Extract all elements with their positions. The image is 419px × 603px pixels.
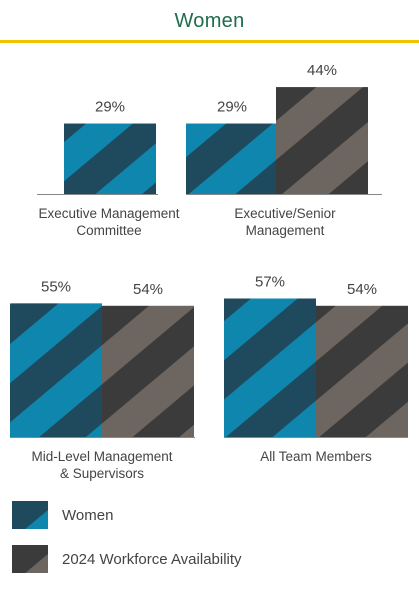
- data-label-women-4: 57%: [255, 273, 285, 290]
- legend-swatch-women: [12, 501, 48, 529]
- legend-item-workforce: 2024 Workforce Availability: [12, 544, 242, 574]
- chart-title: Women: [174, 10, 245, 32]
- data-label-women-1: 29%: [95, 99, 125, 116]
- category-label-2-line-2: Management: [246, 223, 325, 238]
- title-underline: [0, 40, 419, 43]
- bar-women-2: [186, 123, 278, 194]
- data-label-women-3: 55%: [41, 278, 71, 295]
- category-label-2-line-1: Executive/Senior: [234, 206, 336, 221]
- category-label-1-line-2: Committee: [76, 223, 141, 238]
- bar-workforce-3: [102, 305, 194, 437]
- data-label-women-2: 29%: [217, 99, 247, 116]
- category-label-1-line-1: Executive Management: [38, 206, 179, 221]
- data-label-workforce-4: 54%: [347, 281, 377, 298]
- bar-workforce-2: [276, 87, 368, 194]
- legend-swatch-workforce: [12, 545, 48, 573]
- legend-item-women: Women: [12, 500, 113, 530]
- bar-women-1: [64, 123, 156, 194]
- bar-women-3: [10, 303, 102, 437]
- data-label-workforce-2: 44%: [307, 62, 337, 79]
- bar-workforce-4: [316, 305, 408, 437]
- legend-label-women: Women: [62, 506, 114, 524]
- category-label-3-line-2: & Supervisors: [60, 466, 144, 481]
- data-label-workforce-3: 54%: [133, 281, 163, 298]
- category-label-3-line-1: Mid-Level Management: [31, 449, 172, 464]
- legend-label-workforce: 2024 Workforce Availability: [62, 550, 242, 568]
- bar-women-4: [224, 298, 316, 437]
- category-label-4-line-1: All Team Members: [260, 449, 372, 464]
